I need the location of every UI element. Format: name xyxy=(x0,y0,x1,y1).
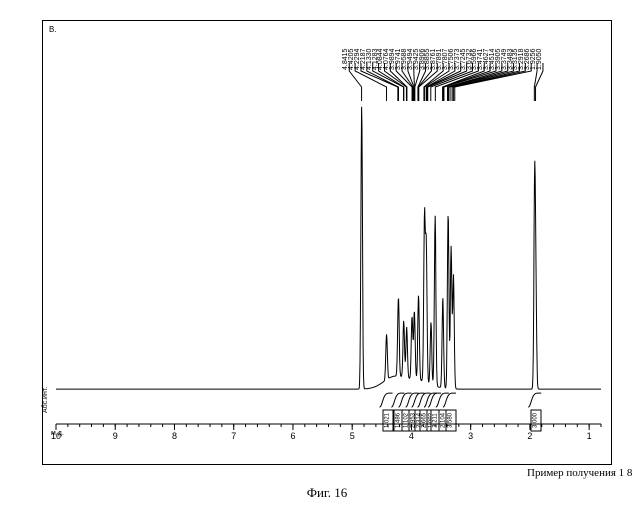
x-tick-label: 9 xyxy=(113,431,118,441)
x-tick-label: 6 xyxy=(290,431,295,441)
sample-caption: Пример получения 1 8 xyxy=(527,467,632,479)
figure-number: Фиг. 16 xyxy=(10,485,634,501)
x-axis: 10987654321 xyxy=(43,414,613,444)
nmr-spectrum-plot xyxy=(56,101,601,436)
x-tick-label: 4 xyxy=(409,431,414,441)
x-tick-label: 5 xyxy=(350,431,355,441)
y-axis-label: Абс.инт. xyxy=(42,387,49,413)
x-axis-unit: м.д. xyxy=(51,430,64,437)
x-tick-label: 3 xyxy=(468,431,473,441)
x-tick-label: 2 xyxy=(527,431,532,441)
x-tick-label: 7 xyxy=(231,431,236,441)
x-tick-label: 8 xyxy=(172,431,177,441)
chart-outer-frame: B.4.84154.42054.22944.21874.13304.12834.… xyxy=(42,20,612,465)
x-tick-label: 1 xyxy=(587,431,592,441)
peak-ppm-label: 1.9050 xyxy=(536,49,543,70)
